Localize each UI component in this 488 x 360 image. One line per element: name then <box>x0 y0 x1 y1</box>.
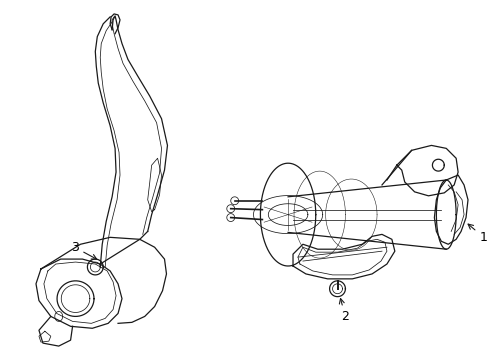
Text: 2: 2 <box>339 298 348 324</box>
Text: 3: 3 <box>70 241 97 259</box>
Text: 1: 1 <box>467 224 487 244</box>
